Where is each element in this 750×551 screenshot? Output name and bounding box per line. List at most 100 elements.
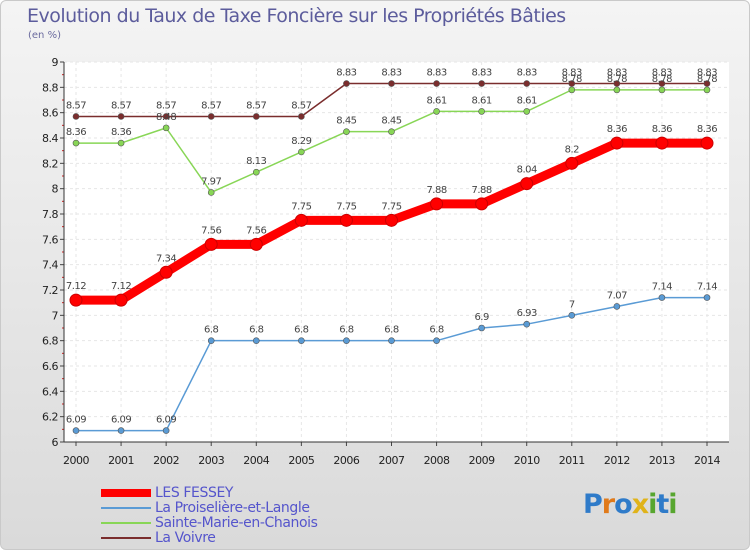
data-label-les-fessey: 8.36: [652, 124, 672, 135]
data-label-la-voivre: 8.83: [381, 68, 401, 79]
data-label-la-proiseli-re-et-langle: 6.09: [66, 415, 86, 426]
data-point-les-fessey: [475, 197, 489, 211]
data-point-les-fessey: [430, 197, 444, 211]
data-point-les-fessey: [339, 213, 353, 227]
series-layer: [69, 80, 714, 434]
data-label-la-voivre: 8.83: [607, 68, 627, 79]
data-label-sainte-marie-en-chanois: 8.61: [426, 95, 446, 106]
data-point-la-proiseli-re-et-langle: [298, 337, 305, 344]
data-label-les-fessey: 7.75: [291, 201, 311, 212]
data-point-les-fessey: [700, 136, 714, 150]
data-point-sainte-marie-en-chanois: [298, 148, 305, 156]
data-label-la-voivre: 8.83: [562, 68, 582, 79]
x-tick-label: 2009: [469, 454, 495, 467]
data-point-sainte-marie-en-chanois: [433, 108, 440, 115]
legend-swatch-proiseliere: [101, 506, 151, 509]
data-point-la-voivre: [343, 80, 350, 87]
data-label-sainte-marie-en-chanois: 8.61: [472, 95, 492, 106]
data-label-les-fessey: 8.04: [517, 165, 537, 176]
data-label-la-voivre: 8.57: [66, 100, 86, 111]
data-label-les-fessey: 7.75: [336, 201, 356, 212]
legend-label-sainte-marie: Sainte-Marie-en-Chanois: [155, 514, 318, 531]
data-point-la-voivre: [433, 80, 440, 87]
data-point-la-proiseli-re-et-langle: [433, 337, 440, 344]
data-label-la-proiseli-re-et-langle: 7: [569, 299, 575, 310]
legend-item-les-fessey: LES FESSEY: [101, 484, 318, 501]
data-label-la-voivre: 8.57: [156, 100, 176, 111]
data-point-la-voivre: [117, 113, 125, 120]
data-label-sainte-marie-en-chanois: 8.45: [336, 116, 356, 127]
data-label-sainte-marie-en-chanois: 8.36: [66, 127, 86, 138]
data-label-les-fessey: 7.12: [111, 281, 131, 292]
data-point-la-proiseli-re-et-langle: [523, 320, 531, 328]
data-label-sainte-marie-en-chanois: 8.61: [517, 95, 537, 106]
legend-swatch-la-voivre: [101, 536, 151, 539]
x-tick-label: 2005: [288, 454, 314, 467]
legend: LES FESSEY La Proiselière-et-Langle Sain…: [101, 484, 318, 546]
data-label-sainte-marie-en-chanois: 8.48: [156, 112, 176, 123]
data-label-la-proiseli-re-et-langle: 6.9: [474, 312, 489, 323]
data-point-sainte-marie-en-chanois: [72, 139, 80, 147]
data-label-la-proiseli-re-et-langle: 6.8: [339, 325, 354, 336]
data-label-la-voivre: 8.83: [336, 68, 356, 79]
y-tick-label: 6.6: [42, 360, 58, 373]
x-tick-label: 2010: [514, 454, 540, 467]
y-tick-label: 8.6: [42, 107, 58, 120]
data-label-sainte-marie-en-chanois: 8.78: [562, 74, 582, 85]
legend-label-proiseliere: La Proiselière-et-Langle: [155, 499, 310, 516]
data-point-la-proiseli-re-et-langle: [703, 294, 711, 301]
x-tick-label: 2000: [63, 454, 89, 467]
data-point-sainte-marie-en-chanois: [658, 86, 666, 94]
data-point-la-proiseli-re-et-langle: [162, 427, 170, 434]
data-label-la-voivre: 8.57: [201, 100, 221, 111]
y-tick-label: 7.2: [42, 284, 58, 297]
data-point-sainte-marie-en-chanois: [613, 86, 621, 94]
data-label-la-proiseli-re-et-langle: 6.8: [249, 325, 264, 336]
data-label-les-fessey: 7.56: [201, 225, 221, 236]
data-point-les-fessey: [610, 136, 624, 150]
data-label-les-fessey: 8.36: [697, 124, 717, 135]
data-label-sainte-marie-en-chanois: 7.97: [201, 176, 221, 187]
legend-item-proiseliere: La Proiselière-et-Langle: [101, 499, 318, 516]
data-label-sainte-marie-en-chanois: 8.45: [381, 116, 401, 127]
data-point-sainte-marie-en-chanois: [117, 139, 125, 147]
data-point-la-voivre: [523, 80, 531, 87]
data-label-la-proiseli-re-et-langle: 6.8: [204, 325, 219, 336]
data-label-la-voivre: 8.83: [652, 68, 672, 79]
data-point-sainte-marie-en-chanois: [388, 128, 395, 135]
data-label-la-proiseli-re-et-langle: 6.8: [384, 325, 399, 336]
grid-lines: [64, 61, 729, 443]
x-tick-label: 2011: [559, 454, 585, 467]
data-point-la-proiseli-re-et-langle: [388, 337, 395, 344]
x-tick-label: 2004: [243, 454, 269, 467]
x-tick-label: 2006: [333, 454, 359, 467]
data-point-la-voivre: [388, 80, 395, 87]
legend-label-les-fessey: LES FESSEY: [155, 484, 234, 501]
data-point-les-fessey: [565, 156, 579, 170]
data-label-la-proiseli-re-et-langle: 7.14: [697, 282, 717, 293]
data-point-la-voivre: [207, 113, 215, 120]
legend-swatch-les-fessey: [101, 488, 151, 497]
data-point-la-proiseli-re-et-langle: [72, 427, 80, 434]
y-tick-label: 7: [52, 309, 59, 322]
data-label-sainte-marie-en-chanois: 8.29: [291, 136, 311, 147]
data-point-les-fessey: [385, 213, 398, 227]
chart-subtitle: (en %): [28, 30, 61, 41]
data-label-les-fessey: 7.12: [66, 281, 86, 292]
data-point-la-voivre: [568, 80, 576, 87]
data-point-la-proiseli-re-et-langle: [613, 303, 621, 310]
data-point-sainte-marie-en-chanois: [252, 168, 260, 176]
data-label-la-voivre: 8.83: [426, 68, 446, 79]
data-point-la-proiseli-re-et-langle: [658, 294, 666, 301]
y-tick-label: 8: [52, 183, 59, 196]
x-tick-label: 2008: [424, 454, 450, 467]
data-label-la-proiseli-re-et-langle: 7.07: [607, 290, 627, 301]
data-label-la-proiseli-re-et-langle: 6.09: [111, 415, 131, 426]
data-label-la-voivre: 8.83: [517, 68, 537, 79]
data-point-la-voivre: [613, 80, 621, 87]
data-point-la-voivre: [252, 113, 260, 120]
x-tick-label: 2002: [153, 454, 179, 467]
data-label-la-proiseli-re-et-langle: 7.14: [652, 282, 672, 293]
data-point-la-proiseli-re-et-langle: [252, 337, 260, 344]
data-point-la-proiseli-re-et-langle: [117, 427, 125, 434]
